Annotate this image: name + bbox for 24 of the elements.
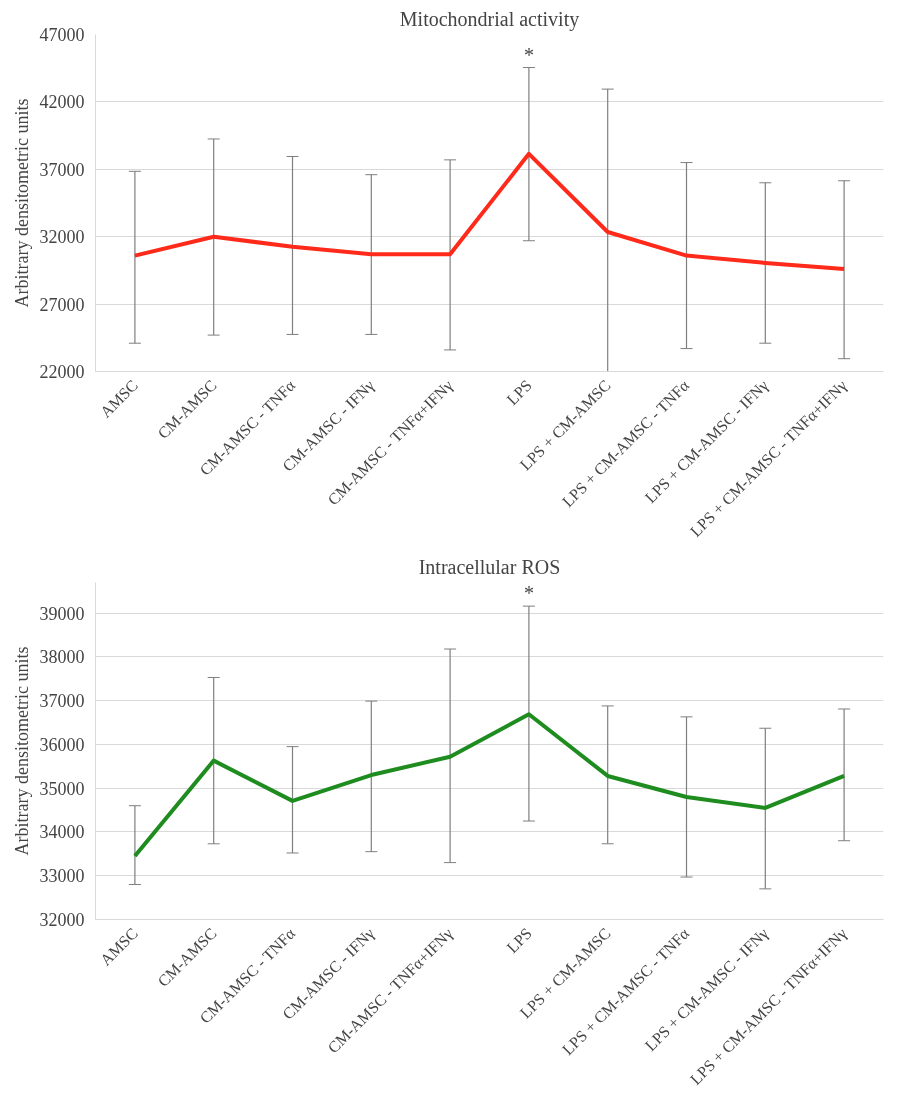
y-tick-label: 37000 bbox=[39, 159, 85, 180]
annotation: * bbox=[523, 582, 534, 605]
y-tick-label: 32000 bbox=[39, 910, 85, 930]
y-tick-label: 34000 bbox=[39, 822, 85, 843]
y-tick-label: 27000 bbox=[39, 294, 85, 315]
y-tick-label: 35000 bbox=[39, 778, 85, 799]
chart-title: Intracellular ROS bbox=[418, 555, 561, 578]
annotation: * bbox=[523, 43, 534, 66]
y-tick-label: 39000 bbox=[39, 603, 85, 624]
y-tick-label: 37000 bbox=[39, 691, 85, 712]
y-tick-label: 38000 bbox=[39, 647, 85, 668]
x-tick-label: LPS bbox=[503, 924, 535, 957]
y-tick-label: 32000 bbox=[39, 227, 85, 248]
y-tick-label: 47000 bbox=[39, 25, 85, 45]
y-tick-label: 42000 bbox=[39, 92, 85, 113]
y-axis-title: Arbitrary densitometric units bbox=[11, 98, 32, 308]
y-axis-title: Arbitrary densitometric units bbox=[11, 646, 32, 856]
line-series bbox=[132, 712, 847, 859]
chart-title: Mitochondrial activity bbox=[399, 7, 580, 31]
y-tick-label: 22000 bbox=[39, 362, 85, 382]
line-series bbox=[132, 151, 847, 272]
x-tick-label: LPS bbox=[503, 376, 535, 409]
y-tick-label: 33000 bbox=[39, 866, 85, 887]
y-tick-label: 36000 bbox=[39, 734, 85, 755]
